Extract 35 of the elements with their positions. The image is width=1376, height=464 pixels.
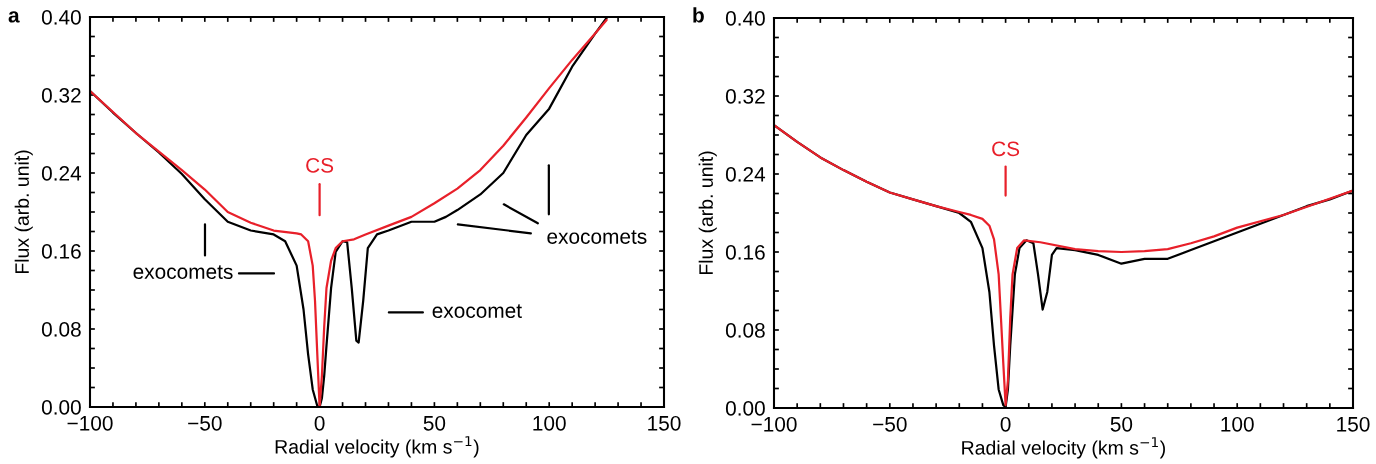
y-tick-label: 0.16	[41, 244, 81, 259]
annotation: exocomet	[432, 304, 522, 319]
y-tick-label: 0.32	[41, 88, 81, 103]
x-tick-label: −100	[67, 415, 113, 431]
x-tick-label: 150	[1337, 416, 1370, 432]
annotation: CS	[992, 141, 1020, 157]
chart-title: b	[693, 7, 704, 23]
y-tick-label: 0.40	[725, 11, 765, 26]
x-tick-label: 0	[314, 415, 325, 431]
y-tick-label: 0.40	[41, 10, 81, 25]
annotation: exocomets	[133, 265, 233, 280]
x-axis-title: Radial velocity (km s$^{−1}$)	[962, 437, 1165, 459]
y-axis-title: Flux (arb. unit)	[14, 150, 33, 274]
x-tick-label: 50	[1110, 416, 1133, 432]
y-axis-title: Flux (arb. unit)	[698, 151, 717, 275]
y-tick-label: 0.08	[725, 323, 765, 338]
annotation: CS	[306, 157, 334, 173]
y-tick-label: 0.00	[41, 400, 81, 415]
x-tick-label: 0	[1000, 416, 1011, 432]
x-tick-label: 150	[648, 415, 681, 431]
x-axis-title: Radial velocity (km s$^{−1}$)	[275, 436, 479, 458]
x-tick-label: −50	[188, 415, 222, 431]
x-tick-label: 50	[423, 415, 446, 431]
y-tick-label: 0.32	[725, 89, 765, 104]
x-tick-label: −50	[873, 416, 907, 432]
y-tick-label: 0.08	[41, 322, 81, 337]
chart-title: a	[8, 11, 20, 23]
y-tick-label: 0.24	[41, 166, 82, 181]
y-tick-label: 0.00	[725, 401, 765, 416]
x-tick-label: 100	[533, 415, 566, 431]
x-tick-label: 100	[1221, 416, 1254, 432]
y-tick-label: 0.24	[725, 167, 766, 182]
x-tick-label: −100	[751, 416, 797, 432]
annotation: exocomets	[547, 230, 647, 244]
y-tick-label: 0.16	[725, 245, 765, 260]
